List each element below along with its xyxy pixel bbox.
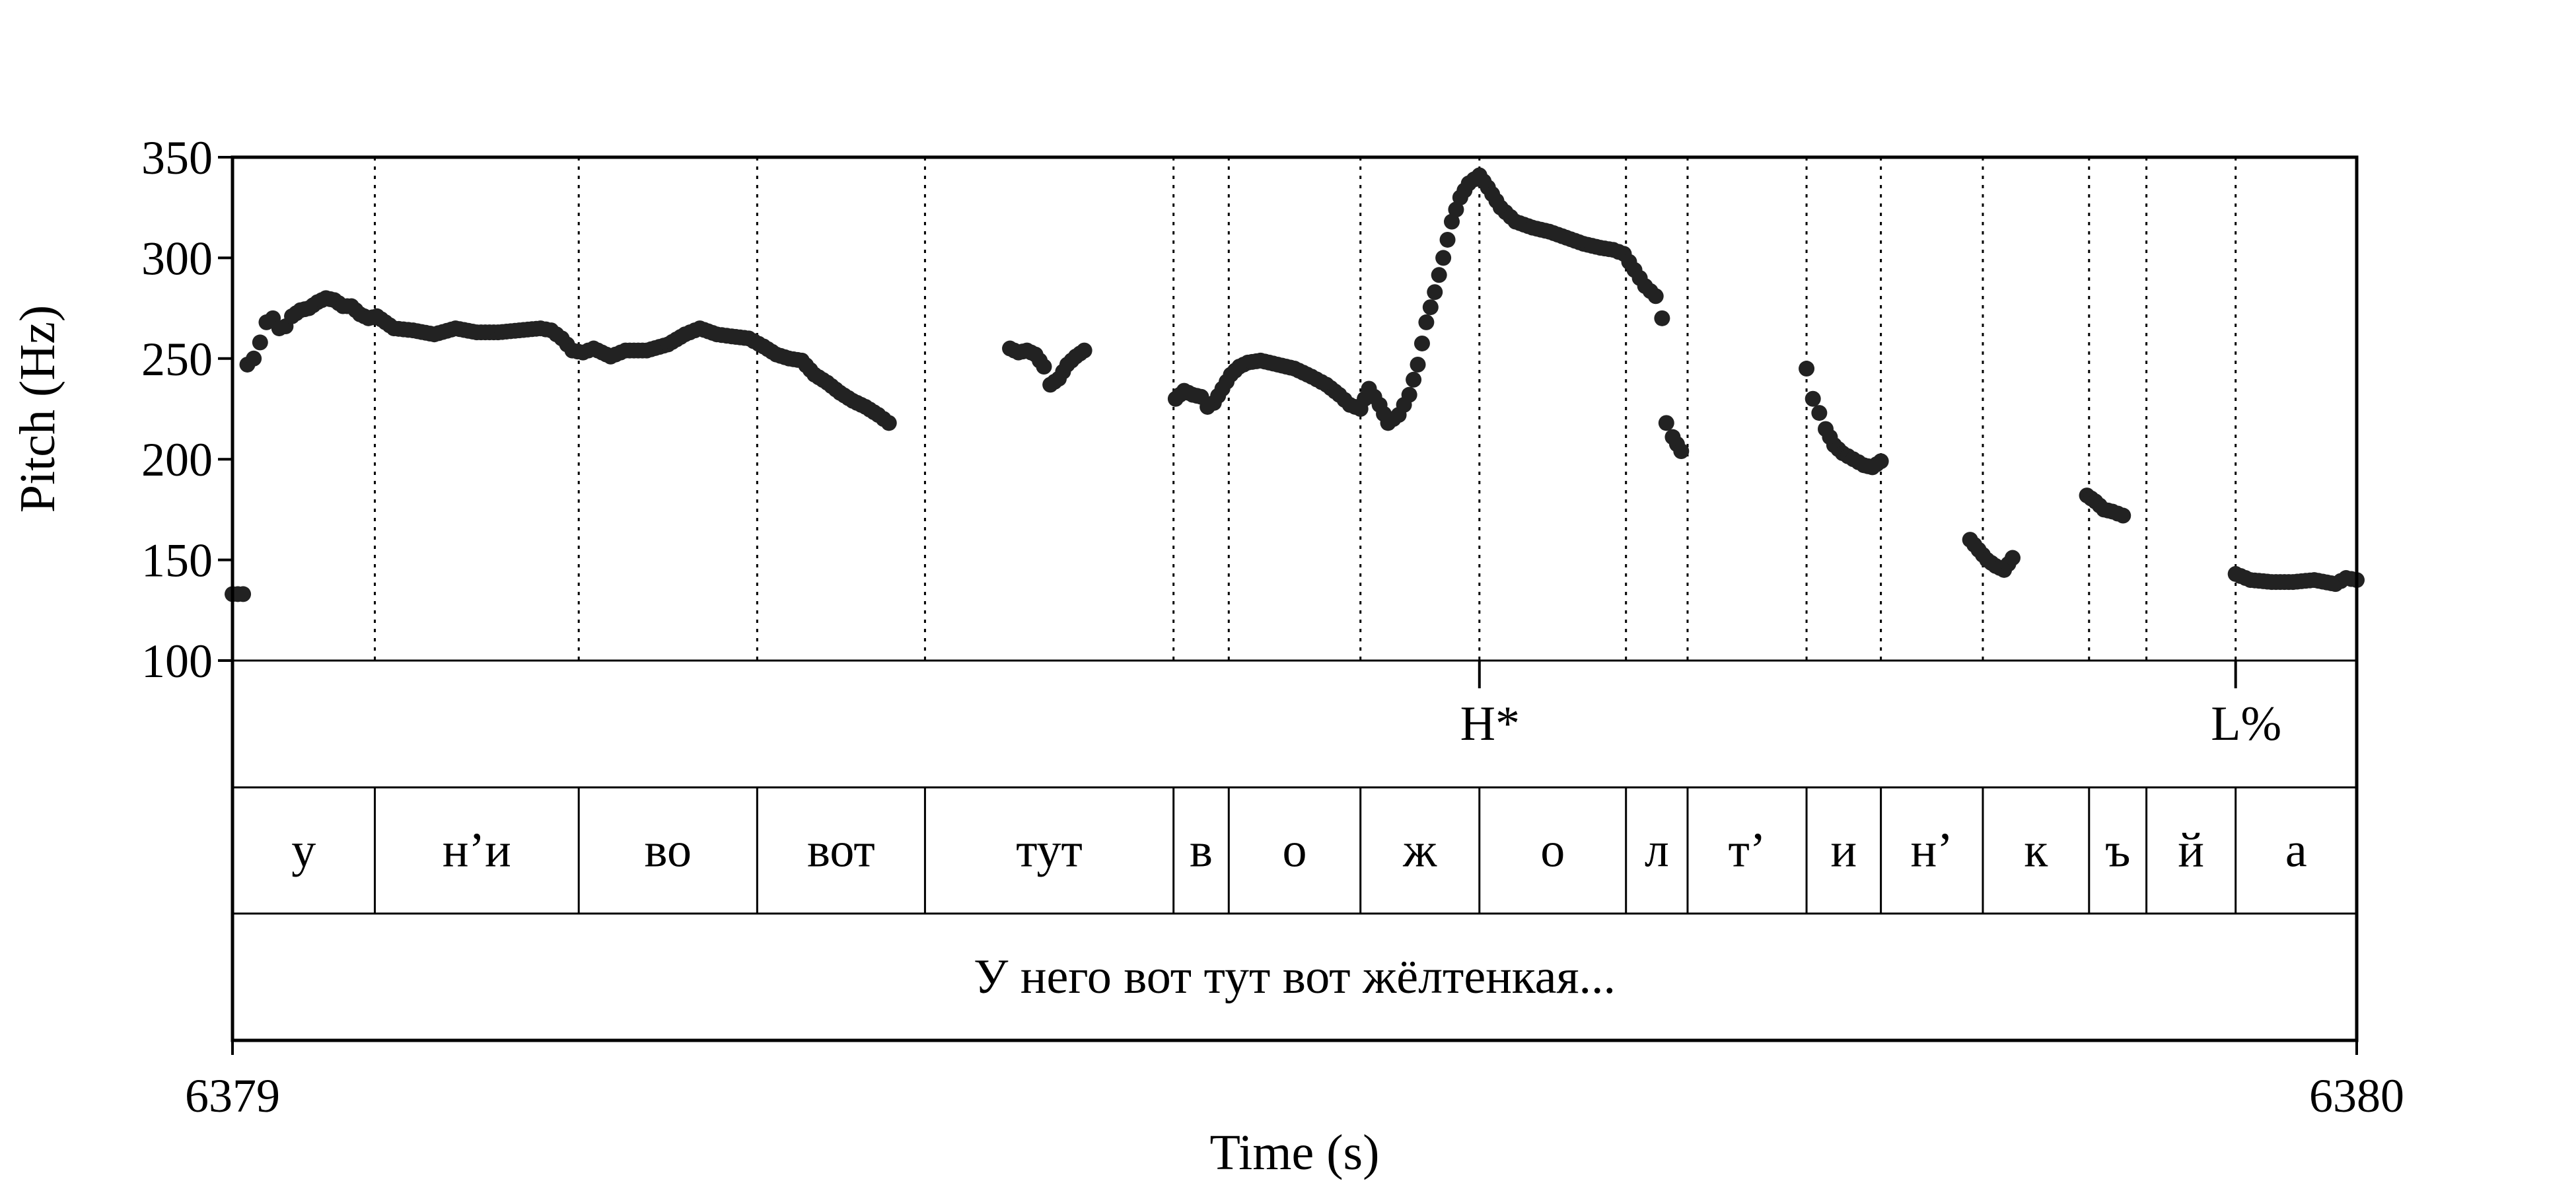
- pitch-point: [1443, 213, 1460, 230]
- plot-frame: [231, 155, 2359, 1042]
- pitch-point: [246, 350, 262, 367]
- segment-label: о: [1283, 824, 1307, 878]
- segment-label: о: [1540, 824, 1565, 878]
- pitch-point: [1036, 358, 1052, 375]
- pitch-point: [235, 586, 252, 602]
- segment-label: й: [2178, 824, 2204, 878]
- tier-lines: [233, 659, 2357, 915]
- tone-tier: H* L%: [1460, 661, 2281, 751]
- segment-label: т’: [1729, 824, 1766, 878]
- pitch-point: [1413, 335, 1430, 351]
- pitch-point: [1422, 299, 1439, 316]
- segment-label: и: [1831, 824, 1857, 878]
- pitch-point: [2005, 550, 2021, 566]
- pitch-point: [1418, 314, 1435, 330]
- pitch-point: [1435, 250, 1452, 266]
- y-axis: 100 150 200 250 300 350: [141, 131, 233, 688]
- pitch-point: [1427, 284, 1443, 301]
- x-tick-label: 6380: [2309, 1069, 2404, 1122]
- x-axis: 6379 6380 Time (s): [185, 1040, 2404, 1180]
- pitch-point: [1658, 415, 1674, 431]
- segment-label: н’: [1911, 824, 1953, 878]
- tone-label: L%: [2211, 697, 2281, 751]
- pitch-point: [1799, 361, 1815, 377]
- y-tick-label: 300: [141, 232, 213, 285]
- pitch-point: [1410, 356, 1426, 373]
- pitch-point: [1406, 371, 1422, 388]
- pitch-point: [1448, 201, 1464, 218]
- segment-label: н’и: [443, 824, 511, 878]
- segment-boundary-lines: [373, 157, 2237, 661]
- segment-tier: у н’и во вот тут в о ж о л т’ и н’ к ъ й а: [291, 787, 2307, 914]
- y-tick-label: 200: [141, 433, 213, 486]
- pitch-point: [1401, 386, 1417, 403]
- pitch-point: [1431, 267, 1447, 283]
- y-axis-label: Pitch (Hz): [10, 305, 65, 513]
- segment-label: вот: [807, 824, 875, 878]
- pitch-point: [1439, 231, 1456, 248]
- x-tick-label: 6379: [185, 1069, 280, 1122]
- pitch-point: [1811, 405, 1828, 421]
- pitch-point: [1647, 288, 1664, 305]
- tone-label: H*: [1460, 697, 1520, 751]
- segment-label: а: [2285, 824, 2307, 878]
- pitch-point: [2115, 507, 2131, 524]
- y-tick-label: 350: [141, 131, 213, 184]
- segment-label: к: [2024, 824, 2048, 878]
- segment-label: у: [291, 824, 316, 878]
- pitch-point: [1805, 390, 1821, 407]
- pitch-point: [252, 334, 268, 351]
- pitch-point: [1654, 310, 1670, 326]
- sentence-tier: У него вот тут вот жёлтенкая...: [974, 950, 1616, 1004]
- pitch-point: [1873, 453, 1889, 470]
- segment-label: ъ: [2105, 824, 2130, 878]
- segment-label: во: [645, 824, 692, 878]
- segment-label: ж: [1402, 824, 1437, 878]
- segment-label: л: [1645, 824, 1669, 878]
- y-tick-label: 250: [141, 333, 213, 386]
- segment-label: тут: [1016, 824, 1083, 878]
- sentence-label: У него вот тут вот жёлтенкая...: [974, 950, 1616, 1004]
- pitch-points: [225, 167, 2365, 602]
- y-tick-label: 150: [141, 534, 213, 587]
- y-tick-label: 100: [141, 635, 213, 688]
- pitch-point: [1076, 342, 1092, 359]
- segment-label: в: [1190, 824, 1213, 878]
- pitch-point: [1673, 443, 1690, 460]
- pitch-point: [880, 415, 897, 431]
- x-axis-label: Time (s): [1210, 1125, 1380, 1180]
